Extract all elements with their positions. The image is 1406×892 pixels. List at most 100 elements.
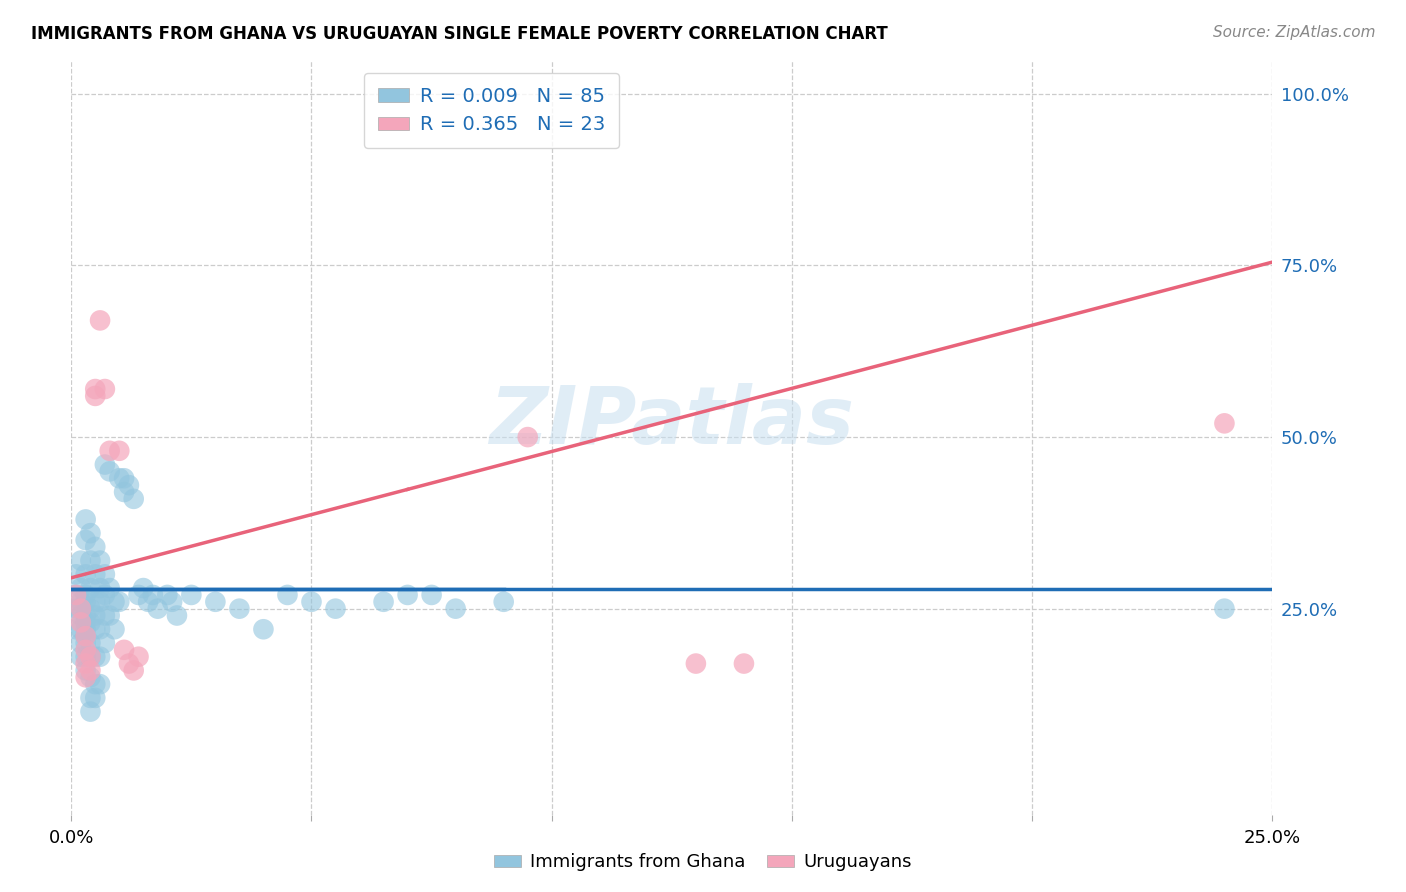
Point [84, 622, 107, 636]
Point [122, 664, 145, 678]
Point [94, 588, 117, 602]
Point [156, 588, 179, 602]
Point [75, 629, 97, 643]
Point [79, 705, 101, 719]
Text: 25.0%: 25.0% [1244, 829, 1301, 847]
Point [118, 657, 141, 671]
Point [228, 601, 250, 615]
Point [75, 588, 97, 602]
Point [108, 471, 131, 485]
Text: Source: ZipAtlas.com: Source: ZipAtlas.com [1212, 25, 1375, 40]
Point [420, 588, 443, 602]
Point [70, 595, 93, 609]
Point [89, 677, 111, 691]
Point [396, 588, 419, 602]
Point [70, 649, 93, 664]
Point [79, 649, 101, 664]
Point [70, 622, 93, 636]
Point [75, 664, 97, 678]
Point [79, 670, 101, 684]
Point [70, 601, 93, 615]
Point [252, 622, 274, 636]
Point [75, 643, 97, 657]
Point [65, 567, 87, 582]
Point [79, 649, 101, 664]
Point [84, 649, 107, 664]
Point [103, 595, 125, 609]
Point [128, 649, 150, 664]
Point [180, 588, 202, 602]
Point [70, 615, 93, 630]
Point [94, 636, 117, 650]
Point [84, 389, 107, 403]
Point [204, 595, 226, 609]
Text: IMMIGRANTS FROM GHANA VS URUGUAYAN SINGLE FEMALE POVERTY CORRELATION CHART: IMMIGRANTS FROM GHANA VS URUGUAYAN SINGL… [31, 25, 887, 43]
Point [84, 690, 107, 705]
Point [325, 601, 347, 615]
Point [89, 649, 111, 664]
Point [444, 601, 467, 615]
Point [70, 608, 93, 623]
Text: ZIPatlas: ZIPatlas [489, 383, 855, 461]
Point [75, 636, 97, 650]
Point [84, 677, 107, 691]
Point [94, 382, 117, 396]
Point [84, 608, 107, 623]
Point [79, 615, 101, 630]
Point [65, 601, 87, 615]
Point [70, 636, 93, 650]
Point [75, 622, 97, 636]
Point [166, 608, 188, 623]
Point [75, 533, 97, 547]
Point [516, 430, 538, 444]
Point [75, 512, 97, 526]
Point [70, 581, 93, 595]
Point [75, 649, 97, 664]
Point [685, 657, 707, 671]
Point [94, 608, 117, 623]
Point [94, 567, 117, 582]
Point [79, 601, 101, 615]
Point [75, 670, 97, 684]
Point [84, 382, 107, 396]
Text: 0.0%: 0.0% [49, 829, 94, 847]
Point [79, 636, 101, 650]
Point [108, 595, 131, 609]
Point [89, 553, 111, 567]
Point [79, 526, 101, 541]
Point [75, 608, 97, 623]
Point [79, 690, 101, 705]
Point [70, 601, 93, 615]
Point [79, 581, 101, 595]
Point [108, 443, 131, 458]
Point [84, 595, 107, 609]
Point [142, 588, 165, 602]
Legend: R = 0.009   N = 85, R = 0.365   N = 23: R = 0.009 N = 85, R = 0.365 N = 23 [364, 73, 619, 148]
Point [75, 567, 97, 582]
Point [373, 595, 395, 609]
Point [75, 595, 97, 609]
Legend: Immigrants from Ghana, Uruguayans: Immigrants from Ghana, Uruguayans [486, 847, 920, 879]
Point [112, 485, 135, 500]
Point [94, 458, 117, 472]
Point [112, 643, 135, 657]
Point [98, 608, 121, 623]
Point [98, 581, 121, 595]
Point [118, 478, 141, 492]
Point [79, 664, 101, 678]
Point [89, 595, 111, 609]
Point [89, 581, 111, 595]
Point [146, 601, 169, 615]
Point [98, 443, 121, 458]
Point [98, 464, 121, 478]
Point [1213, 417, 1236, 431]
Point [112, 471, 135, 485]
Point [84, 540, 107, 554]
Point [84, 567, 107, 582]
Point [160, 595, 183, 609]
Point [65, 588, 87, 602]
Point [75, 615, 97, 630]
Point [79, 553, 101, 567]
Point [70, 553, 93, 567]
Point [65, 588, 87, 602]
